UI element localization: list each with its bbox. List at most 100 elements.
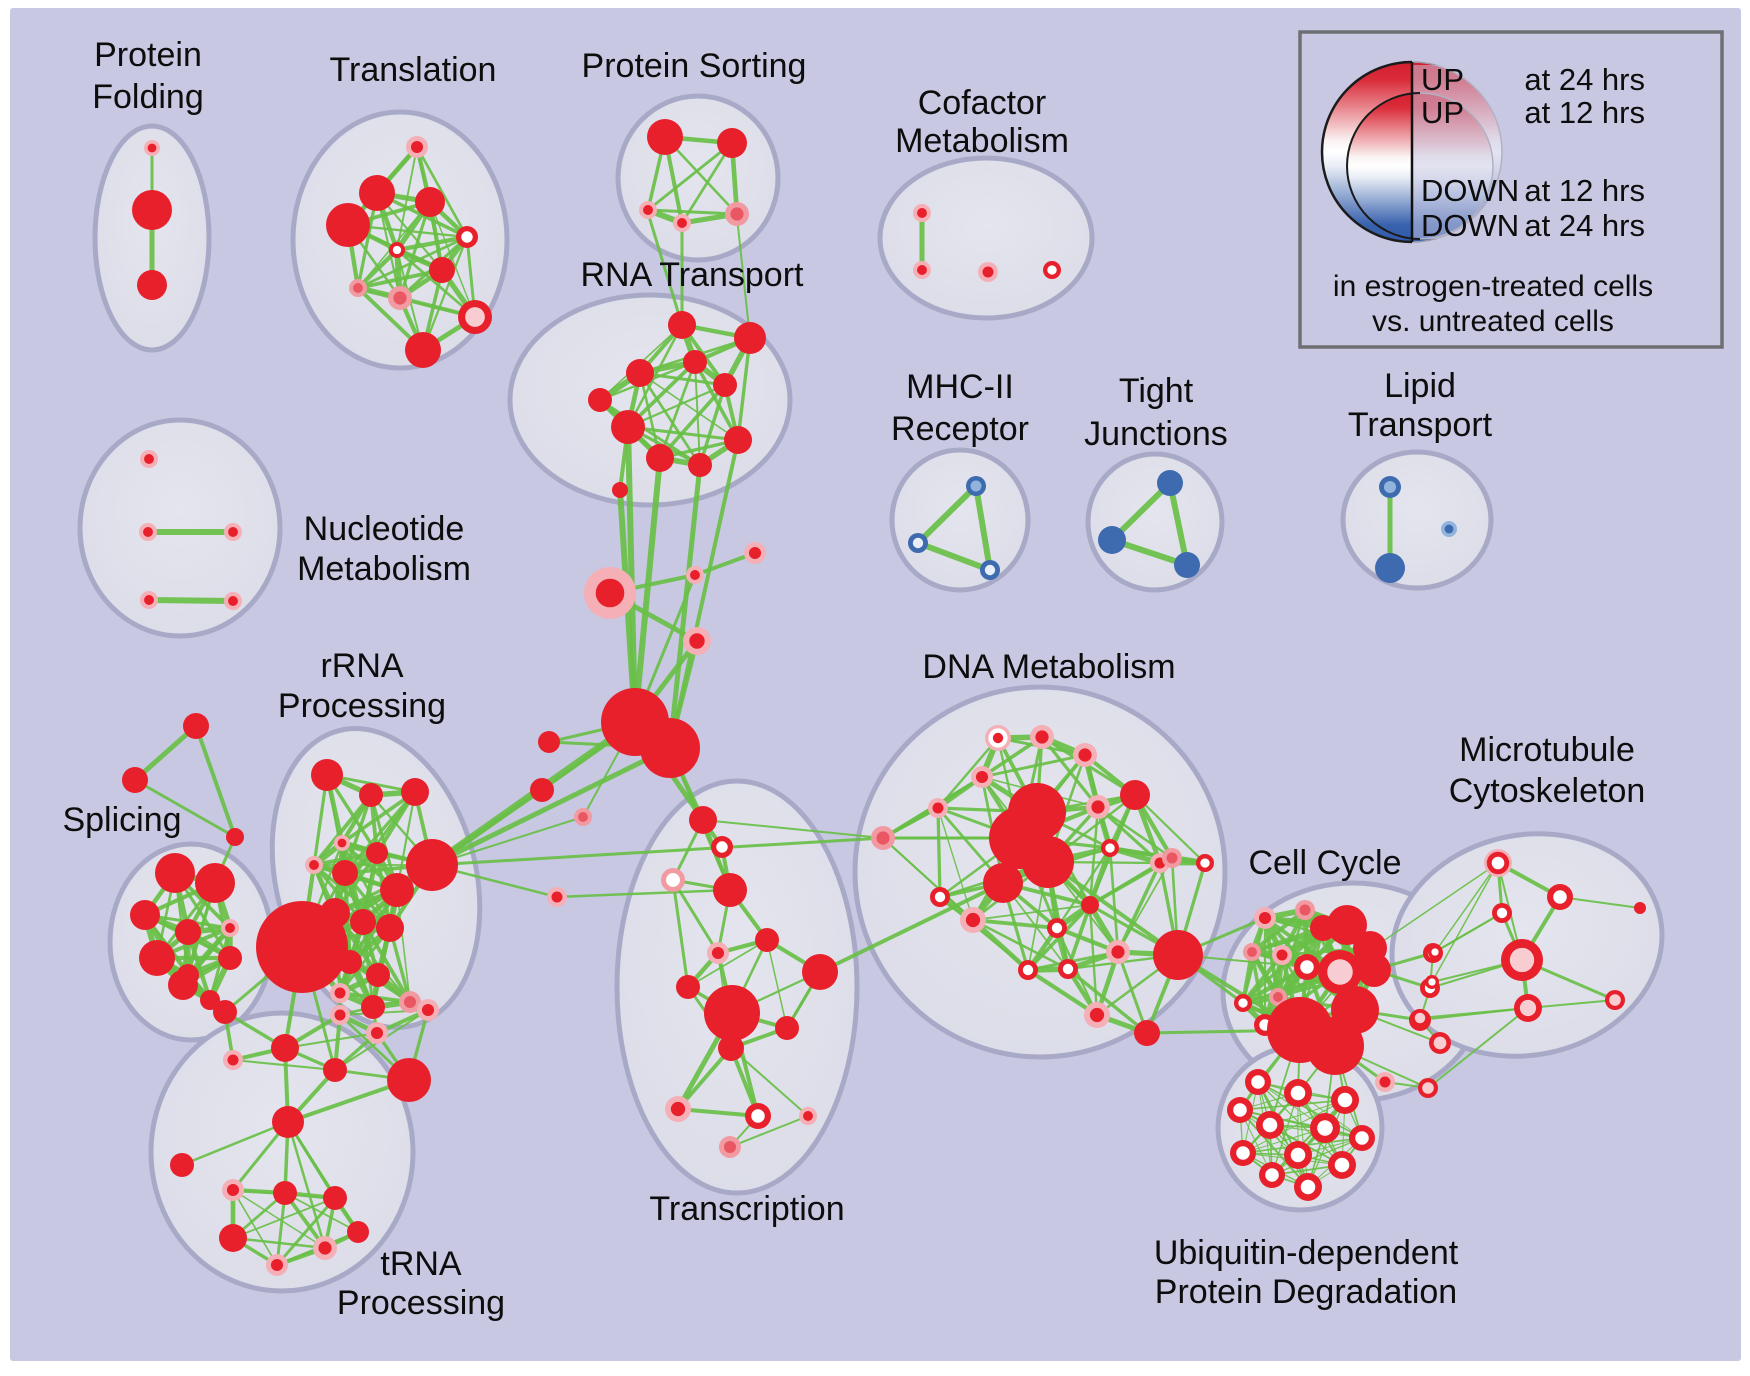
gene-node-circle [748,546,762,560]
gene-node [175,919,201,945]
cluster-ellipse-protein-sorting [615,93,781,263]
gene-node [1081,896,1099,914]
legend-direction-0: UP [1421,62,1464,97]
gene-node-circle [1265,1168,1279,1182]
cluster-ellipse-mhc-ii-receptor [889,447,1031,593]
inter-cluster-edge [625,424,638,725]
legend-time-3: at 24 hrs [1524,208,1645,243]
gene-node [574,808,592,826]
gene-node-circle [689,633,705,649]
cluster-edge-trna-processing [180,1120,290,1167]
gene-node [755,928,779,952]
gene-node [713,373,737,397]
gene-node-circle [802,954,838,990]
cluster-edge-mhc-ii-receptor [973,483,993,573]
gene-node [713,873,747,907]
gene-node [913,261,931,279]
cluster-edge-dna-metabolism [936,806,942,899]
gene-node [1030,725,1054,749]
gene-node [1375,1072,1395,1092]
cluster-edge-transcription [729,1115,809,1148]
cluster-edge-translation [394,234,470,253]
cluster-edge-microtubule-cytoskeleton [1419,1007,1529,1019]
gene-node [140,591,158,609]
cluster-edge-translation [356,268,444,290]
gene-node [668,311,696,339]
gene-node [218,946,242,970]
gene-node [1162,848,1182,868]
gene-node [1349,1125,1375,1151]
gene-node-circle [1334,1157,1350,1173]
gene-node [1243,943,1261,961]
gene-node-circle [370,1026,384,1040]
gene-node [271,1034,299,1062]
gene-node-circle [387,1058,431,1102]
cluster-edge-dna-metabolism [1108,846,1120,954]
gene-node [139,523,157,541]
gene-node [132,190,172,230]
gene-node [405,332,441,368]
gene-node-circle [970,480,982,492]
cluster-edge-translation [415,145,469,239]
gene-node [334,835,350,851]
legend-fade-overlay [1413,65,1511,239]
gene-node-circle [1519,999,1537,1017]
gene-node-circle [1120,780,1150,810]
gene-node-circle [415,187,445,217]
cluster-edge-dna-metabolism [971,918,1070,971]
gene-node [646,444,674,472]
gene-node [1492,903,1512,923]
gene-node-circle [326,203,370,247]
gene-node-circle [366,963,390,987]
cluster-edge-rna-transport [626,383,727,429]
cluster-edge-mhc-ii-receptor [915,540,993,573]
cluster-label-trna-processing: Processing [337,1284,505,1322]
gene-node [1429,1032,1451,1054]
gene-node [704,985,760,1041]
gene-node [1357,953,1391,987]
gene-node-circle [595,578,625,608]
cluster-edge-trna-processing [232,1189,278,1266]
gene-node-circle [917,265,927,275]
gene-node [155,853,195,893]
cluster-edge-trna-processing [286,1120,327,1250]
gene-node [640,718,700,778]
gene-node-circle [227,1054,239,1066]
gene-node [588,388,612,412]
cluster-edge-rna-transport [736,336,752,442]
gene-node-circle [1089,1007,1105,1023]
gene-node-circle [612,482,628,498]
gene-node [389,242,405,258]
gene-node [366,963,390,987]
gene-node-circle [1509,947,1535,973]
gene-node-circle [1047,265,1057,275]
gene-node-circle [376,914,404,942]
cluster-label-nucleotide-metabolism: Metabolism [297,550,471,588]
gene-node-circle [983,863,1023,903]
gene-node-circle [392,245,402,255]
cluster-label-trna-processing: tRNA [380,1245,462,1283]
gene-node [1441,521,1457,537]
gene-node-circle [403,995,417,1009]
gene-node [689,806,717,834]
inter-cluster-edge [430,836,885,867]
gene-node [183,713,209,739]
gene-node-circle [401,778,429,806]
gene-node-circle [1300,960,1314,974]
cluster-ellipse-tight-junctions [1085,451,1225,593]
inter-cluster-edge [555,888,732,899]
gene-node [272,1106,304,1138]
cluster-ellipse-cofactor-metabolism [877,155,1095,321]
gene-node-circle [1431,948,1439,956]
gene-node-circle [1444,524,1454,534]
gene-node-circle [1081,896,1099,914]
gene-node-circle [183,713,209,739]
gene-node [361,995,385,1019]
gene-node [1295,900,1315,920]
gene-node [966,476,986,496]
gene-node-circle [410,140,424,154]
gene-node [1418,1078,1438,1098]
gene-node-circle [225,923,235,933]
